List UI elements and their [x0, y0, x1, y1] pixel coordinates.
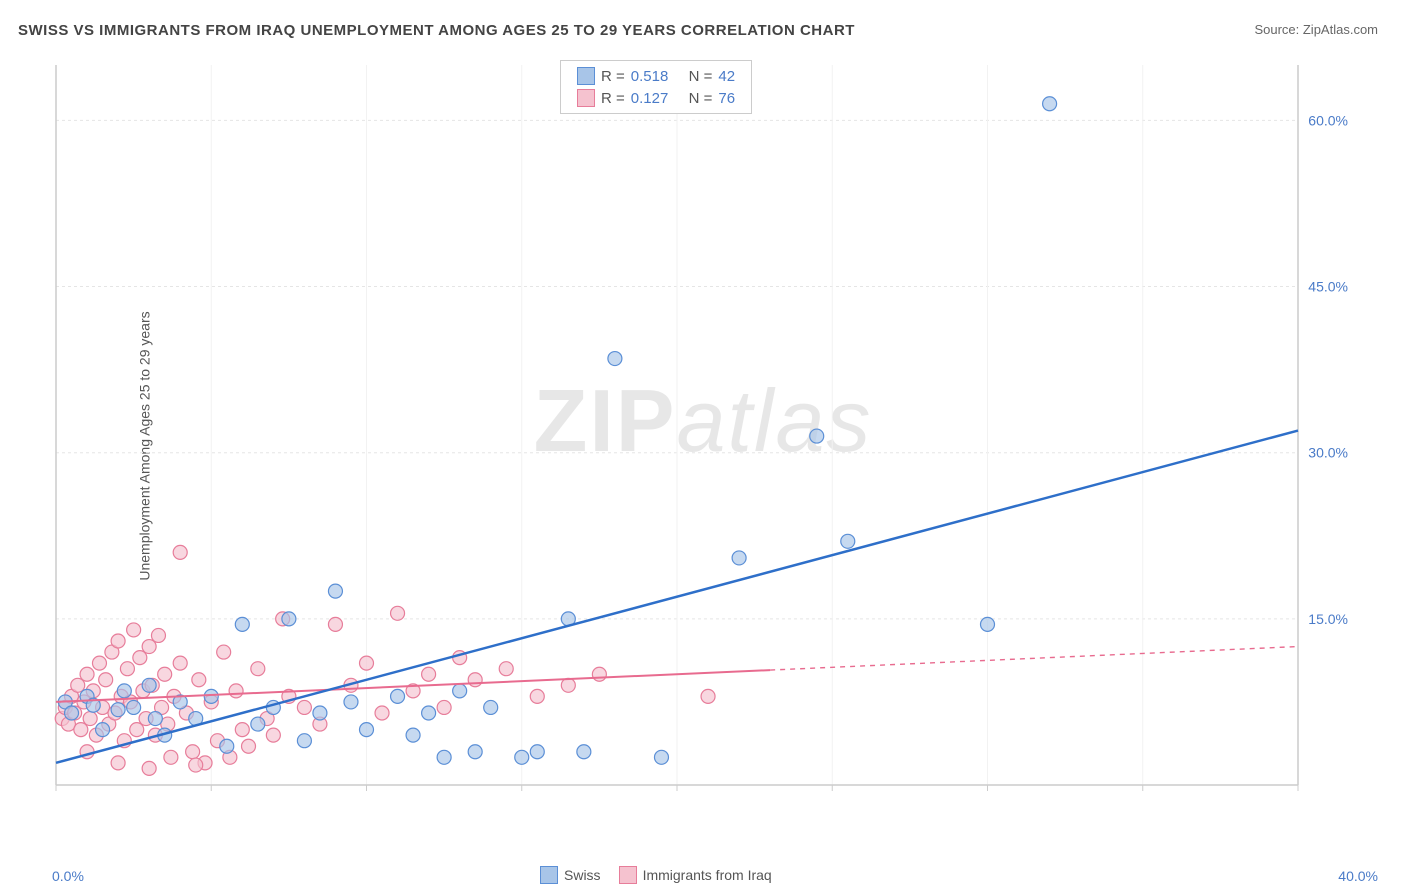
- stats-box: R = 0.518 N = 42 R = 0.127 N = 76: [560, 60, 752, 114]
- n-value-iraq: 76: [718, 90, 735, 107]
- n-label: N =: [689, 68, 713, 85]
- legend-item-iraq: Immigrants from Iraq: [619, 866, 772, 884]
- r-label: R =: [601, 68, 625, 85]
- chart-title: SWISS VS IMMIGRANTS FROM IRAQ UNEMPLOYME…: [18, 22, 855, 39]
- legend-label-swiss: Swiss: [564, 867, 601, 883]
- n-label: N =: [689, 90, 713, 107]
- r-value-iraq: 0.127: [631, 90, 669, 107]
- x-tick-0: 0.0%: [52, 868, 84, 884]
- scatter-plot: 15.0% 30.0% 45.0% 60.0%: [48, 55, 1378, 825]
- svg-text:60.0%: 60.0%: [1308, 112, 1348, 128]
- stats-row-swiss: R = 0.518 N = 42: [571, 65, 741, 87]
- x-tick-1: 40.0%: [1338, 868, 1378, 884]
- stats-row-iraq: R = 0.127 N = 76: [571, 87, 741, 109]
- svg-text:30.0%: 30.0%: [1308, 445, 1348, 461]
- r-value-swiss: 0.518: [631, 68, 669, 85]
- legend-swatch-swiss: [540, 866, 558, 884]
- swatch-iraq: [577, 89, 595, 107]
- legend: Swiss Immigrants from Iraq: [540, 866, 772, 884]
- n-value-swiss: 42: [718, 68, 735, 85]
- legend-label-iraq: Immigrants from Iraq: [643, 867, 772, 883]
- swatch-swiss: [577, 67, 595, 85]
- svg-text:45.0%: 45.0%: [1308, 279, 1348, 295]
- r-label: R =: [601, 90, 625, 107]
- legend-item-swiss: Swiss: [540, 866, 601, 884]
- source-label: Source: ZipAtlas.com: [1254, 22, 1378, 37]
- svg-text:15.0%: 15.0%: [1308, 611, 1348, 627]
- legend-swatch-iraq: [619, 866, 637, 884]
